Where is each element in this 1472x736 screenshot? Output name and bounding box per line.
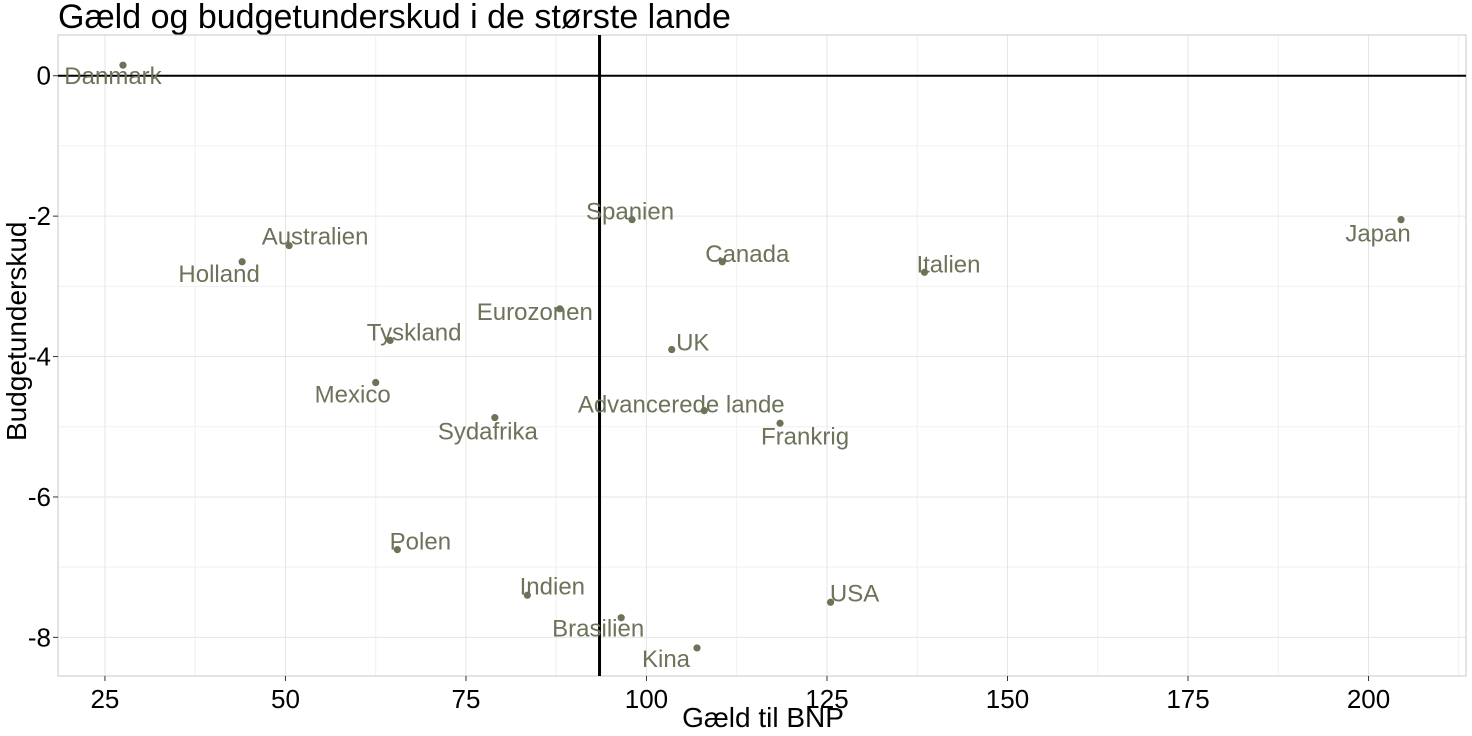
- label-sydafrika: Sydafrika: [438, 419, 539, 446]
- chart-title: Gæld og budgetunderskud i de største lan…: [58, 0, 731, 36]
- y-tick-label: -6: [28, 482, 51, 512]
- point-kina: [693, 644, 701, 652]
- label-italien: Italien: [916, 251, 980, 278]
- label-japan: Japan: [1345, 221, 1410, 248]
- x-tick-label: 175: [1166, 684, 1209, 714]
- point-advancerede-lande: [700, 407, 708, 415]
- label-danmark: Danmark: [64, 63, 162, 90]
- x-tick-label: 25: [90, 684, 119, 714]
- point-frankrig: [776, 419, 784, 427]
- point-brasilien: [617, 614, 625, 622]
- label-holland: Holland: [178, 261, 259, 288]
- point-japan: [1397, 216, 1405, 224]
- point-uk: [668, 345, 676, 354]
- point-sydafrika: [491, 414, 499, 422]
- data-points: [119, 61, 1405, 652]
- label-spanien: Spanien: [586, 199, 674, 226]
- plot-panel-border: [57, 34, 1467, 677]
- x-tick-label: 200: [1347, 684, 1390, 714]
- point-tyskland: [386, 336, 394, 345]
- point-italien: [920, 268, 929, 276]
- point-australien: [285, 242, 293, 250]
- label-tyskland: Tyskland: [367, 319, 462, 346]
- x-tick-label: 125: [805, 684, 848, 714]
- label-advancerede-lande: Advancerede lande: [578, 392, 785, 419]
- x-tick-label: 75: [451, 684, 480, 714]
- label-frankrig: Frankrig: [761, 423, 849, 450]
- x-axis-title: Gæld til BNP: [682, 702, 844, 733]
- label-usa: USA: [830, 580, 879, 607]
- y-tick-label: -2: [28, 201, 51, 231]
- point-mexico: [372, 378, 380, 387]
- reference-lines: [58, 35, 1466, 676]
- y-tick-label: -8: [28, 622, 51, 652]
- point-usa: [826, 598, 835, 606]
- point-spanien: [628, 216, 636, 224]
- grid-lines: [58, 35, 1466, 676]
- point-indien: [523, 591, 531, 599]
- x-tick-label: 150: [986, 684, 1029, 714]
- point-polen: [393, 546, 401, 554]
- point-canada: [718, 258, 726, 266]
- label-brasilien: Brasilien: [552, 616, 644, 643]
- x-tick-label: 50: [271, 684, 300, 714]
- point-danmark: [119, 61, 127, 69]
- label-australien: Australien: [262, 224, 369, 251]
- x-tick-label: 100: [625, 684, 668, 714]
- label-canada: Canada: [705, 241, 790, 268]
- label-indien: Indien: [520, 573, 585, 600]
- y-tick-label: 0: [37, 61, 51, 91]
- label-mexico: Mexico: [315, 382, 391, 409]
- y-tick-label: -4: [28, 342, 51, 372]
- label-eurozonen: Eurozonen: [477, 299, 593, 326]
- label-polen: Polen: [390, 529, 451, 556]
- point-holland: [238, 258, 246, 266]
- axis-ticks: 25 50 75 100 125 150 175 200 0 -2 -4 -6 -8: [28, 61, 1390, 714]
- point-eurozonen: [556, 305, 564, 313]
- point-labels: Danmark Japan Spanien Australien Canada Holla…: [64, 63, 1410, 673]
- label-kina: Kina: [642, 646, 691, 673]
- label-uk: UK: [676, 330, 709, 357]
